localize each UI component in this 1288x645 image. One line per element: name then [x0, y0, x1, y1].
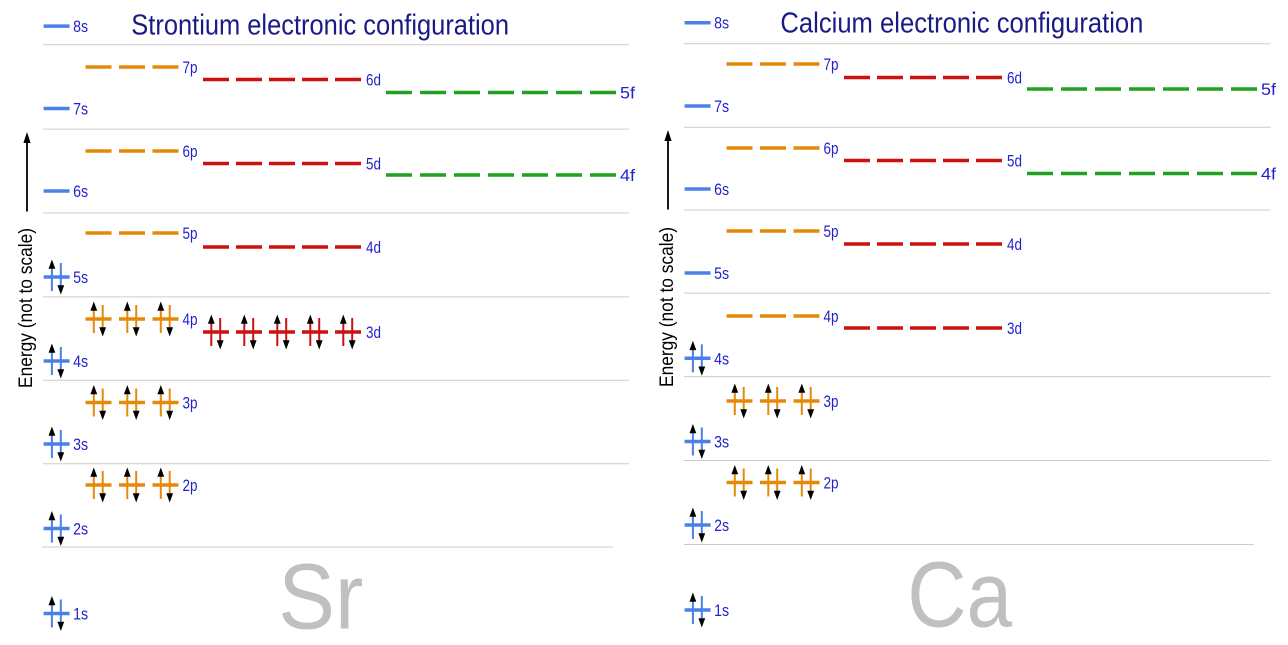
- svg-text:2s: 2s: [714, 517, 729, 535]
- svg-text:3s: 3s: [73, 436, 88, 454]
- svg-text:Strontium electronic configura: Strontium electronic configuration: [131, 9, 509, 41]
- svg-text:Energy (not to scale): Energy (not to scale): [16, 228, 37, 388]
- svg-text:2p: 2p: [824, 475, 839, 493]
- svg-text:6d: 6d: [366, 72, 381, 90]
- svg-text:8s: 8s: [714, 15, 729, 33]
- svg-text:7s: 7s: [73, 101, 88, 119]
- svg-text:3d: 3d: [1007, 320, 1022, 338]
- svg-text:4d: 4d: [1007, 236, 1022, 254]
- svg-text:1s: 1s: [73, 606, 88, 624]
- svg-text:5s: 5s: [714, 265, 729, 283]
- svg-text:3s: 3s: [714, 434, 729, 452]
- svg-text:5p: 5p: [824, 223, 839, 241]
- svg-text:7p: 7p: [183, 59, 198, 77]
- svg-text:5s: 5s: [73, 269, 88, 287]
- svg-text:1s: 1s: [714, 602, 729, 620]
- svg-text:4f: 4f: [1261, 166, 1276, 184]
- svg-text:5f: 5f: [1261, 81, 1276, 99]
- svg-text:4f: 4f: [620, 167, 635, 185]
- svg-text:5d: 5d: [366, 156, 381, 174]
- svg-text:8s: 8s: [73, 18, 88, 36]
- svg-text:6d: 6d: [1007, 70, 1022, 88]
- svg-text:2s: 2s: [73, 521, 88, 539]
- svg-text:6p: 6p: [824, 140, 839, 158]
- svg-text:5p: 5p: [183, 225, 198, 243]
- svg-text:4p: 4p: [183, 311, 198, 329]
- svg-text:5d: 5d: [1007, 153, 1022, 171]
- svg-text:2p: 2p: [183, 477, 198, 495]
- svg-text:4d: 4d: [366, 239, 381, 257]
- svg-text:6s: 6s: [73, 183, 88, 201]
- svg-text:Ca: Ca: [907, 543, 1012, 640]
- svg-text:4s: 4s: [73, 353, 88, 371]
- svg-text:3p: 3p: [183, 395, 198, 413]
- svg-text:3d: 3d: [366, 324, 381, 342]
- svg-text:7p: 7p: [824, 56, 839, 74]
- svg-text:4s: 4s: [714, 350, 729, 368]
- svg-text:6s: 6s: [714, 181, 729, 199]
- svg-text:4p: 4p: [824, 308, 839, 326]
- svg-text:Energy (not to scale): Energy (not to scale): [657, 227, 678, 387]
- svg-text:6p: 6p: [183, 143, 198, 161]
- svg-text:Sr: Sr: [278, 545, 363, 640]
- svg-text:5f: 5f: [620, 85, 635, 103]
- svg-text:7s: 7s: [714, 98, 729, 116]
- svg-text:3p: 3p: [824, 393, 839, 411]
- svg-text:Calcium electronic configurati: Calcium electronic configuration: [780, 7, 1143, 39]
